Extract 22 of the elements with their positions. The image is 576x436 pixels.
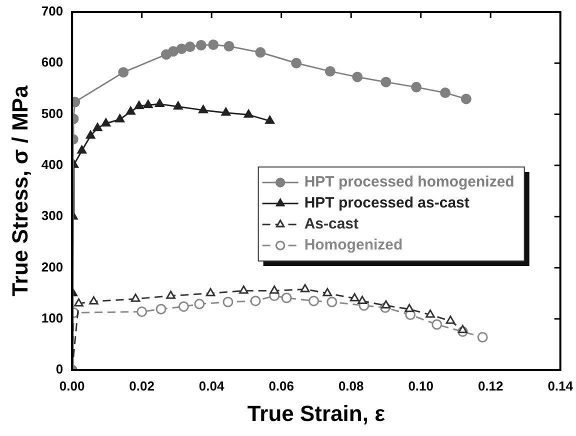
x-axis-title: True Strain, ε (247, 400, 386, 426)
y-tick-label: 200 (41, 259, 64, 274)
y-tick-label: 500 (41, 106, 64, 121)
x-tick-label: 0.14 (548, 378, 574, 394)
y-tick-label: 300 (41, 208, 64, 224)
legend-label: HPT processed as-cast (304, 194, 470, 212)
y-axis-title: True Stress, σ / MPa (7, 84, 32, 296)
legend-label: Homogenized (304, 236, 403, 254)
y-tick-label: 0 (56, 362, 64, 377)
legend-label: HPT processed homogenized (304, 174, 514, 191)
x-tick-label: 0.00 (59, 378, 85, 394)
x-tick-label: 0.12 (478, 378, 504, 394)
x-tick-label: 0.06 (268, 378, 294, 394)
y-tick-label: 600 (41, 54, 64, 70)
x-tick-label: 0.08 (338, 378, 364, 394)
y-tick-label: 700 (41, 4, 64, 19)
x-tick-label: 0.10 (408, 378, 434, 394)
y-tick-label: 100 (41, 310, 64, 326)
x-tick-label: 0.04 (198, 378, 226, 394)
legend-label: As-cast (304, 216, 359, 233)
y-tick-label: 400 (41, 157, 64, 172)
x-tick-label: 0.02 (129, 378, 154, 394)
